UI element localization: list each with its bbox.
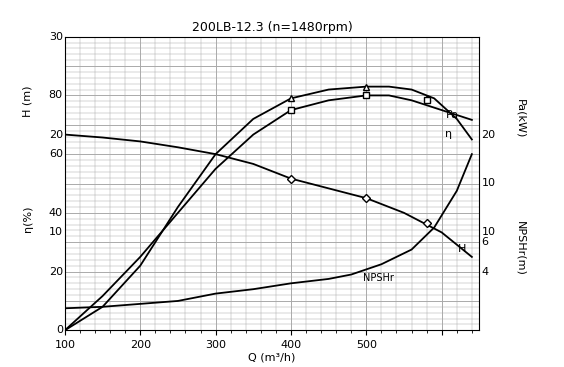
Text: NPSHr: NPSHr bbox=[363, 273, 394, 283]
Text: 6: 6 bbox=[482, 237, 488, 247]
Text: 10: 10 bbox=[482, 228, 495, 237]
Text: 20: 20 bbox=[49, 130, 63, 139]
Text: H: H bbox=[459, 244, 466, 254]
Text: 60: 60 bbox=[49, 149, 63, 159]
Text: 4: 4 bbox=[482, 266, 488, 277]
Text: Pa(kW): Pa(kW) bbox=[516, 99, 526, 139]
Text: 20: 20 bbox=[49, 266, 63, 277]
Text: Pa: Pa bbox=[446, 110, 459, 120]
Title: 200LB-12.3 (n=1480rpm): 200LB-12.3 (n=1480rpm) bbox=[192, 21, 352, 34]
Text: H (m): H (m) bbox=[23, 86, 33, 117]
Text: 10: 10 bbox=[49, 228, 63, 237]
Text: 80: 80 bbox=[49, 90, 63, 101]
Text: 20: 20 bbox=[482, 130, 496, 139]
Text: η(%): η(%) bbox=[23, 206, 33, 232]
Text: 40: 40 bbox=[49, 208, 63, 218]
Text: η: η bbox=[446, 128, 452, 139]
Text: 0: 0 bbox=[56, 325, 63, 335]
Text: 10: 10 bbox=[482, 178, 495, 189]
Text: NPSHr(m): NPSHr(m) bbox=[516, 221, 526, 276]
X-axis label: Q (m³/h): Q (m³/h) bbox=[249, 353, 296, 363]
Text: 30: 30 bbox=[49, 32, 63, 42]
